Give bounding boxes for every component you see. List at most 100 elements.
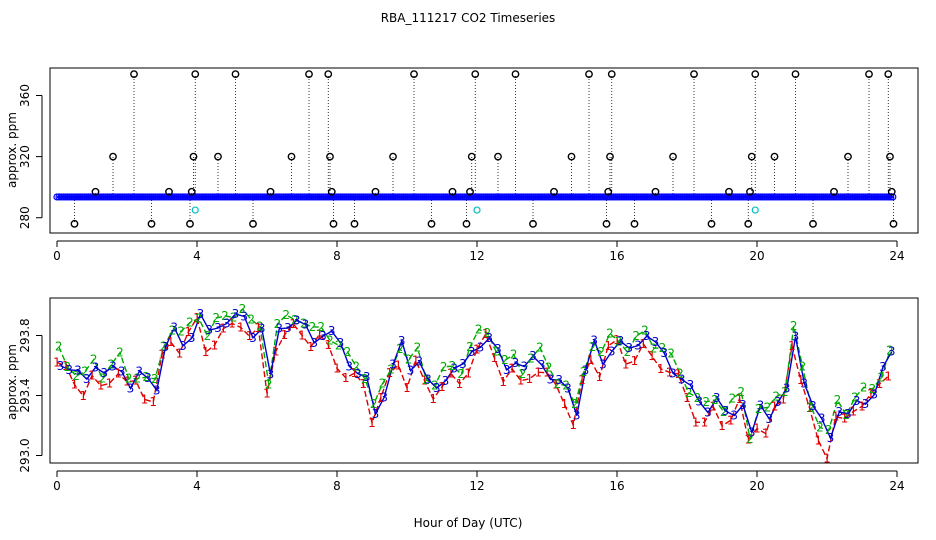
outlier-point [91,187,100,196]
top-x-tick-label: 4 [193,249,201,263]
outlier-point [690,70,698,79]
outlier-point [550,187,558,196]
series-3-marker: 3 [678,373,686,387]
series-2-marker: 2 [230,310,238,324]
series-2-marker: 2 [755,402,763,416]
series-1-marker: 1 [806,401,814,415]
series-3-marker: 3 [214,321,222,335]
series-1-marker: 1 [132,374,140,388]
series-1-marker: 1 [736,392,744,406]
y-axis-label-top: approx. ppm [5,112,19,188]
series-3-marker: 3 [529,349,537,363]
series-1-marker: 1 [456,377,464,391]
series-3-marker: 3 [380,390,388,404]
series-3-marker: 3 [232,307,240,321]
series-1-marker: 1 [316,327,324,341]
series-1-marker: 1 [324,338,332,352]
series-2-marker: 2 [291,313,299,327]
bottom-y-tick-label: 293.0 [18,438,32,472]
series-1-marker: 1 [814,433,822,447]
series-1-marker: 1 [464,366,472,380]
top-x-tick-label: 20 [749,249,764,263]
outlier-point [187,187,196,196]
series-2-marker: 2 [317,320,325,334]
series-1-marker: 1 [701,415,709,429]
outlier-point [410,70,418,79]
x-axis-label: Hour of Day (UTC) [414,516,523,530]
series-3-marker: 3 [398,334,406,348]
series-3-marker: 3 [590,333,598,347]
outlier-point [707,219,716,228]
series-3-marker: 3 [818,412,826,426]
series-1-marker: 1 [263,386,271,400]
series-3-marker: 3 [284,321,292,335]
series-2-marker: 2 [160,340,168,354]
series-3-marker: 3 [65,363,73,377]
series-1-marker: 1 [587,353,595,367]
series-3-marker: 3 [547,372,555,386]
series-2-marker: 2 [764,400,772,414]
bottom-x-tick-label: 0 [53,479,61,493]
outlier-point [884,70,893,79]
series-2-marker: 2 [536,341,544,355]
series-1-marker: 1 [97,379,105,393]
series-1-marker: 1 [692,415,700,429]
series-2-marker: 2 [807,400,815,414]
outlier-point [725,187,733,196]
series-3-marker: 3 [765,412,773,426]
series-2-marker: 2 [562,379,570,393]
series-1-marker: 1 [832,410,840,424]
series-1-marker: 1 [762,427,770,441]
outlier-point [467,152,476,161]
outlier-point [889,219,898,228]
series-2-marker: 2 [484,326,492,340]
series-2-marker: 2 [212,311,220,325]
series-3-marker: 3 [835,405,843,419]
outlier-point [602,219,611,228]
outlier-point [567,152,576,161]
series-1-marker: 1 [823,452,831,466]
outlier-point [462,219,471,228]
series-2-marker: 2 [142,370,150,384]
series-1-marker: 1 [858,399,866,413]
series-2-marker: 2 [772,390,780,404]
series-3-marker: 3 [617,334,625,348]
series-3-marker: 3 [293,313,301,327]
series-2-marker: 2 [597,345,605,359]
series-2-marker: 2 [370,397,378,411]
series-3-marker: 3 [310,336,318,350]
series-2-marker: 2 [169,324,177,338]
series-2-marker: 2 [344,345,352,359]
series-1-marker: 1 [412,354,420,368]
series-1-marker: 1 [569,418,577,432]
outlier-point [744,219,753,228]
raw-timeseries-panel: 0 4 8 12 16 20 24 280 320 360 approx. ppm [5,67,919,263]
series-2-marker: 2 [519,367,527,381]
series-1-marker: 1 [788,339,796,353]
series-2-marker: 2 [851,390,859,404]
series-3-marker: 3 [83,372,91,386]
series-1-marker: 1 [482,327,490,341]
series-2-marker: 2 [667,347,675,361]
series-1-marker: 1 [106,376,114,390]
series-3-marker: 3 [372,407,380,421]
series-3-marker: 3 [485,331,493,345]
series-2-marker: 2 [309,320,317,334]
series-3-marker: 3 [827,431,835,445]
cyan-point [473,206,481,214]
outlier-point [165,187,173,196]
outlier-point [886,152,894,161]
series-2-marker: 2 [720,405,728,419]
series-2-marker: 2 [177,324,185,338]
series-3-marker: 3 [564,381,572,395]
series-3-marker: 3 [450,361,458,375]
series-2-marker: 2 [352,359,360,373]
series-1-marker: 1 [543,366,551,380]
series-2-marker: 2 [641,324,649,338]
series-1-marker: 1 [141,392,149,406]
series-2-marker: 2 [580,365,588,379]
series-2-marker: 2 [527,351,535,365]
series-2-marker: 2 [282,308,290,322]
series-2-marker: 2 [501,353,509,367]
